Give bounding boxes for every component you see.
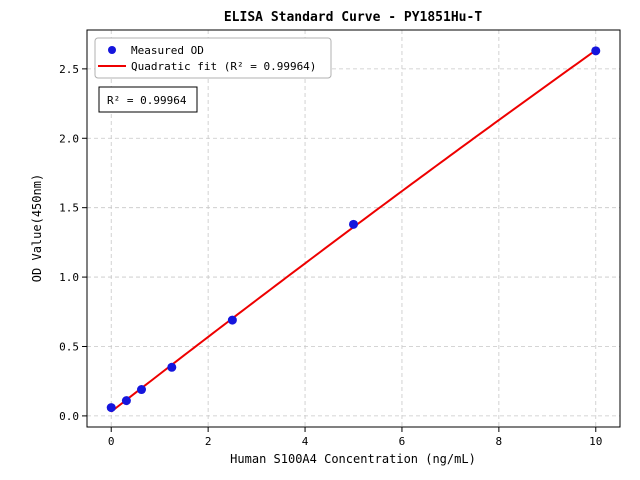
x-tick-label: 10 (589, 435, 602, 448)
legend-marker-measured-od (108, 46, 116, 54)
x-tick-label: 8 (496, 435, 503, 448)
y-tick-label: 1.5 (59, 202, 79, 215)
y-tick-label: 1.0 (59, 271, 79, 284)
data-point (227, 315, 237, 325)
data-point (121, 396, 131, 406)
plot-frame (86, 29, 621, 428)
legend: Measured OD Quadratic fit (R² = 0.99964) (94, 37, 332, 79)
x-tick-label: 4 (302, 435, 309, 448)
legend-label-quadratic-fit: Quadratic fit (R² = 0.99964) (131, 60, 316, 73)
legend-label-measured-od: Measured OD (131, 44, 204, 57)
overlay-layer: Measured OD Quadratic fit (R² = 0.99964) R… (94, 37, 332, 113)
x-tick-label: 2 (205, 435, 212, 448)
data-point (106, 403, 116, 413)
x-tick-label: 6 (399, 435, 406, 448)
y-tick-label: 2.5 (59, 63, 79, 76)
y-axis-label: OD Value(450nm) (30, 174, 44, 282)
data-point (167, 362, 177, 372)
y-tick-label: 0.0 (59, 410, 79, 423)
data-point (137, 385, 147, 395)
r-squared-box (98, 86, 198, 113)
data-point (349, 219, 358, 229)
legend-box (94, 37, 332, 79)
y-tick-label: 2.0 (59, 132, 79, 145)
x-tick-label: 0 (108, 435, 115, 448)
y-tick-label: 0.5 (59, 340, 79, 353)
x-axis-label: Human S100A4 Concentration (ng/mL) (230, 452, 476, 466)
data-point (591, 46, 601, 56)
chart-title: ELISA Standard Curve - PY1851Hu-T (224, 10, 482, 25)
r-squared-annotation: R² = 0.99964 (107, 94, 187, 107)
